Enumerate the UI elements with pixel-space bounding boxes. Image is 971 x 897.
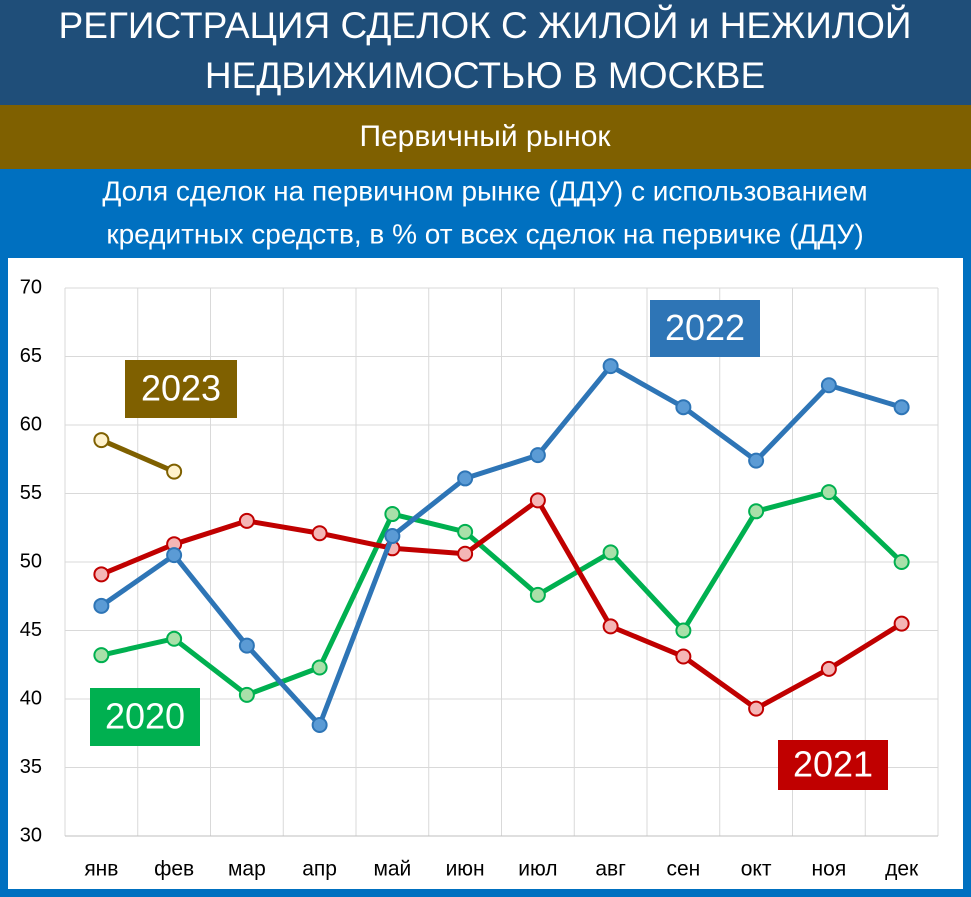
data-point: [457, 470, 474, 487]
y-tick-label: 45: [20, 619, 42, 641]
data-point: [311, 717, 328, 734]
data-point: [748, 700, 765, 717]
data-point: [311, 525, 328, 542]
y-tick-label: 30: [20, 824, 42, 846]
data-point: [893, 554, 910, 570]
legend-box: [778, 740, 888, 790]
data-point: [166, 630, 183, 647]
x-tick-label: ноя: [812, 858, 847, 881]
data-point: [893, 399, 910, 416]
x-tick-label: июн: [446, 858, 485, 881]
data-point: [384, 506, 401, 523]
legend-box: [125, 360, 237, 418]
chart-title: Доля сделок на первичном рынке (ДДУ) с и…: [102, 175, 867, 206]
data-point: [820, 377, 837, 394]
data-point: [675, 622, 692, 639]
legend-label: 2020: [105, 696, 185, 737]
legend-label: 2022: [665, 307, 745, 348]
data-point: [311, 659, 328, 676]
y-tick-label: 70: [20, 276, 42, 298]
y-tick-label: 50: [20, 550, 42, 572]
x-tick-label: июл: [518, 858, 557, 881]
data-point: [238, 686, 255, 703]
data-point: [602, 358, 619, 375]
data-point: [93, 597, 110, 614]
data-point: [675, 399, 692, 416]
x-tick-label: май: [373, 858, 411, 881]
legend-box: [650, 300, 760, 357]
data-point: [820, 660, 837, 677]
title-band: [0, 0, 971, 105]
data-point: [457, 523, 474, 540]
data-point: [93, 647, 110, 664]
data-point: [529, 586, 546, 603]
x-tick-label: авг: [595, 858, 626, 881]
x-tick-label: окт: [741, 858, 772, 881]
x-tick-label: янв: [84, 858, 118, 881]
section-title: Первичный рынок: [359, 120, 611, 153]
data-point: [384, 527, 401, 544]
y-tick-label: 65: [20, 345, 42, 367]
data-point: [166, 547, 183, 564]
data-point: [748, 503, 765, 520]
x-tick-label: дек: [885, 858, 919, 881]
data-point: [675, 648, 692, 665]
series-line: [99, 363, 903, 728]
y-tick-label: 35: [20, 756, 42, 778]
series-line: [100, 489, 904, 698]
x-tick-label: апр: [302, 858, 337, 881]
data-point: [238, 512, 255, 529]
y-tick-label: 40: [20, 687, 42, 709]
data-point: [529, 447, 546, 464]
series-line: [100, 497, 903, 712]
data-point: [166, 463, 183, 480]
data-point: [602, 618, 619, 635]
data-point: [93, 432, 110, 449]
data-point: [820, 484, 837, 501]
title: РЕГИСТРАЦИЯ СДЕЛОК С ЖИЛОЙ и НЕЖИЛОЙ: [59, 4, 912, 46]
legend-label: 2023: [141, 368, 221, 409]
data-point: [457, 545, 474, 562]
data-point: [893, 615, 910, 632]
y-tick-label: 55: [20, 482, 42, 504]
legend-box: [90, 688, 200, 746]
chart-title: кредитных средств, в % от всех сделок на…: [106, 218, 863, 249]
x-tick-label: фев: [154, 858, 194, 881]
data-point: [238, 637, 255, 654]
y-tick-label: 60: [20, 413, 42, 435]
legend-label: 2021: [793, 744, 873, 785]
data-point: [529, 492, 546, 509]
section-band: [0, 105, 971, 169]
x-tick-label: сен: [666, 858, 700, 881]
data-point: [93, 566, 110, 583]
x-tick-label: мар: [228, 858, 266, 881]
data-point: [602, 544, 619, 561]
title: НЕДВИЖИМОСТЬЮ В МОСКВЕ: [205, 55, 765, 96]
series-line: [100, 437, 176, 474]
data-point: [748, 452, 765, 469]
